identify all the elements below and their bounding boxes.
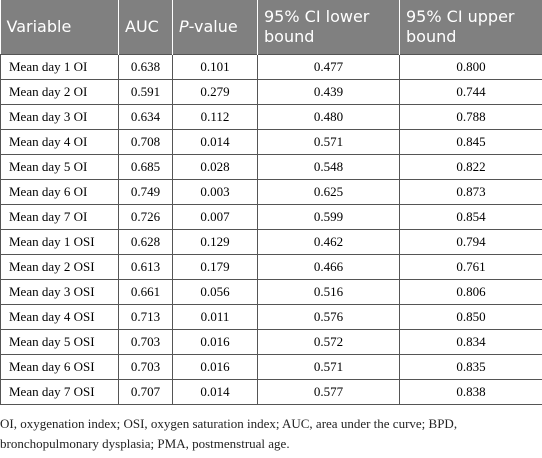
- table-cell: 0.056: [172, 279, 258, 305]
- table-cell: Mean day 4 OI: [0, 129, 119, 155]
- table-cell: 0.028: [172, 154, 258, 180]
- table-cell: 0.014: [172, 129, 258, 155]
- table-row: Mean day 3 OI 0.634 0.112 0.480 0.788: [0, 104, 542, 130]
- table-row: Mean day 3 OSI 0.661 0.056 0.516 0.806: [0, 279, 542, 305]
- table-cell: 0.477: [257, 54, 400, 80]
- table-cell: 0.838: [399, 379, 542, 405]
- table-cell: Mean day 6 OI: [0, 179, 119, 205]
- table-cell: 0.638: [118, 54, 173, 80]
- table-cell: 0.591: [118, 79, 173, 105]
- table-cell: Mean day 1 OSI: [0, 229, 119, 255]
- table-cell: Mean day 1 OI: [0, 54, 119, 80]
- table-row: Mean day 2 OSI 0.613 0.179 0.466 0.761: [0, 254, 542, 280]
- table-cell: 0.834: [399, 329, 542, 355]
- table-cell: 0.516: [257, 279, 400, 305]
- table-cell: 0.794: [399, 229, 542, 255]
- table-cell: 0.726: [118, 204, 173, 230]
- table-row: Mean day 5 OI 0.685 0.028 0.548 0.822: [0, 154, 542, 180]
- table-cell: 0.101: [172, 54, 258, 80]
- table-cell: Mean day 5 OSI: [0, 329, 119, 355]
- header-cell: 95% CI lower bound: [257, 0, 400, 55]
- table-cell: Mean day 5 OI: [0, 154, 119, 180]
- table-cell: 0.466: [257, 254, 400, 280]
- table-cell: Mean day 6 OSI: [0, 354, 119, 380]
- table-row: Mean day 4 OSI 0.713 0.011 0.576 0.850: [0, 304, 542, 330]
- table-cell: 0.873: [399, 179, 542, 205]
- table-row: Mean day 4 OI 0.708 0.014 0.571 0.845: [0, 129, 542, 155]
- table-cell: 0.749: [118, 179, 173, 205]
- table-cell: 0.007: [172, 204, 258, 230]
- table-row: Mean day 7 OSI 0.707 0.014 0.577 0.838: [0, 379, 542, 405]
- table-body: Mean day 1 OI 0.638 0.101 0.477 0.800 Mean da…: [0, 54, 542, 405]
- table-cell: 0.572: [257, 329, 400, 355]
- table-row: Mean day 6 OI 0.749 0.003 0.625 0.873: [0, 179, 542, 205]
- table-cell: 0.577: [257, 379, 400, 405]
- table-cell: Mean day 4 OSI: [0, 304, 119, 330]
- header-cell: AUC: [118, 0, 173, 55]
- table-cell: 0.713: [118, 304, 173, 330]
- table-cell: 0.685: [118, 154, 173, 180]
- table-row: Mean day 1 OI 0.638 0.101 0.477 0.800: [0, 54, 542, 80]
- table-cell: 0.788: [399, 104, 542, 130]
- table-cell: 0.744: [399, 79, 542, 105]
- table-row: Mean day 6 OSI 0.703 0.016 0.571 0.835: [0, 354, 542, 380]
- table-cell: 0.835: [399, 354, 542, 380]
- table-cell: Mean day 3 OSI: [0, 279, 119, 305]
- table-cell: 0.854: [399, 204, 542, 230]
- table-cell: Mean day 2 OSI: [0, 254, 119, 280]
- header-italic: P: [179, 17, 189, 36]
- table-cell: 0.850: [399, 304, 542, 330]
- table-cell: 0.439: [257, 79, 400, 105]
- header-text: -value: [188, 17, 238, 36]
- table-cell: 0.576: [257, 304, 400, 330]
- table-cell: 0.003: [172, 179, 258, 205]
- table-cell: 0.571: [257, 354, 400, 380]
- header-cell: 95% CI upper bound: [399, 0, 542, 55]
- table-cell: 0.613: [118, 254, 173, 280]
- table-cell: 0.014: [172, 379, 258, 405]
- table-cell: 0.703: [118, 329, 173, 355]
- table-cell: 0.708: [118, 129, 173, 155]
- table-cell: 0.661: [118, 279, 173, 305]
- header-cell: Variable: [0, 0, 119, 55]
- table-cell: 0.703: [118, 354, 173, 380]
- table-cell: 0.548: [257, 154, 400, 180]
- table-cell: Mean day 7 OSI: [0, 379, 119, 405]
- table-cell: 0.845: [399, 129, 542, 155]
- header-cell: P-value: [172, 0, 258, 55]
- table-cell: Mean day 7 OI: [0, 204, 119, 230]
- data-table: Variable AUC P-value 95% CI lower bound 95% …: [0, 0, 542, 405]
- footnote: OI, oxygenation index; OSI, oxygen satur…: [0, 416, 458, 451]
- table-cell: 0.800: [399, 54, 542, 80]
- table-cell: 0.628: [118, 229, 173, 255]
- table-cell: 0.129: [172, 229, 258, 255]
- table-cell: 0.571: [257, 129, 400, 155]
- table-cell: 0.016: [172, 329, 258, 355]
- table-cell: 0.279: [172, 79, 258, 105]
- table-cell: 0.707: [118, 379, 173, 405]
- header-row: Variable AUC P-value 95% CI lower bound 95% …: [0, 0, 542, 55]
- table-cell: 0.112: [172, 104, 258, 130]
- table-cell: 0.822: [399, 154, 542, 180]
- table-row: Mean day 5 OSI 0.703 0.016 0.572 0.834: [0, 329, 542, 355]
- table-cell: 0.761: [399, 254, 542, 280]
- table-cell: 0.806: [399, 279, 542, 305]
- table-row: Mean day 1 OSI 0.628 0.129 0.462 0.794: [0, 229, 542, 255]
- table-cell: 0.016: [172, 354, 258, 380]
- table-cell: 0.179: [172, 254, 258, 280]
- table-cell: 0.480: [257, 104, 400, 130]
- table-cell: Mean day 3 OI: [0, 104, 119, 130]
- table-cell: 0.625: [257, 179, 400, 205]
- table-cell: Mean day 2 OI: [0, 79, 119, 105]
- table-cell: 0.634: [118, 104, 173, 130]
- table-cell: 0.011: [172, 304, 258, 330]
- table-row: Mean day 7 OI 0.726 0.007 0.599 0.854: [0, 204, 542, 230]
- table-cell: 0.599: [257, 204, 400, 230]
- table-cell: 0.462: [257, 229, 400, 255]
- table-row: Mean day 2 OI 0.591 0.279 0.439 0.744: [0, 79, 542, 105]
